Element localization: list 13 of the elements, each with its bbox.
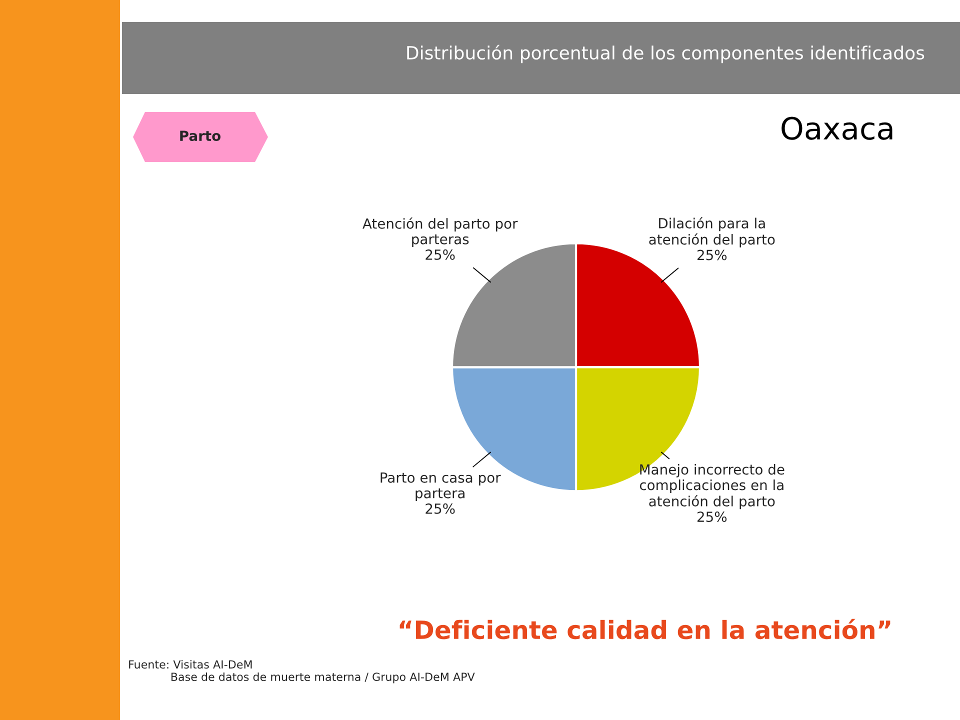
source-note: Fuente: Visitas AI-DeM Base de datos de muerte materna / Grupo AI-DeM APV — [129, 660, 475, 684]
text: Parto — [180, 130, 221, 142]
data-label: 25% — [697, 512, 727, 522]
data-label: 25% — [697, 250, 727, 260]
slice-label: Parto en casa por partera — [380, 472, 501, 502]
chart-title: Distribución porcentual de los componentes identificados — [407, 44, 924, 64]
slice-label: Dilación para la atención del parto — [649, 217, 775, 248]
data-label: 25% — [426, 249, 455, 260]
text: “Deficiente calidad en la atención” — [400, 618, 890, 640]
slice-label: Atención del parto por parteras — [362, 218, 518, 248]
chart-subtitle: Oaxaca — [782, 116, 892, 140]
data-label: 25% — [426, 503, 455, 514]
slice-label: Manejo incorrecto de complicaciones en la atención del parto — [640, 464, 784, 510]
